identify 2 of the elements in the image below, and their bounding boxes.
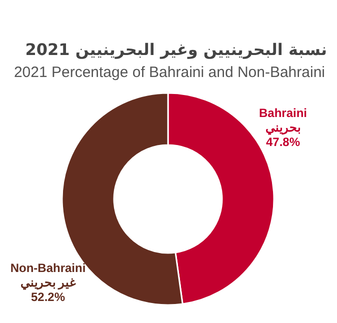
chart-subtitle: 2021 Percentage of Bahraini and Non-Bahraini: [14, 64, 325, 81]
chart-title: نسبة البحرينيين وغير البحرينيين 2021: [25, 40, 327, 59]
